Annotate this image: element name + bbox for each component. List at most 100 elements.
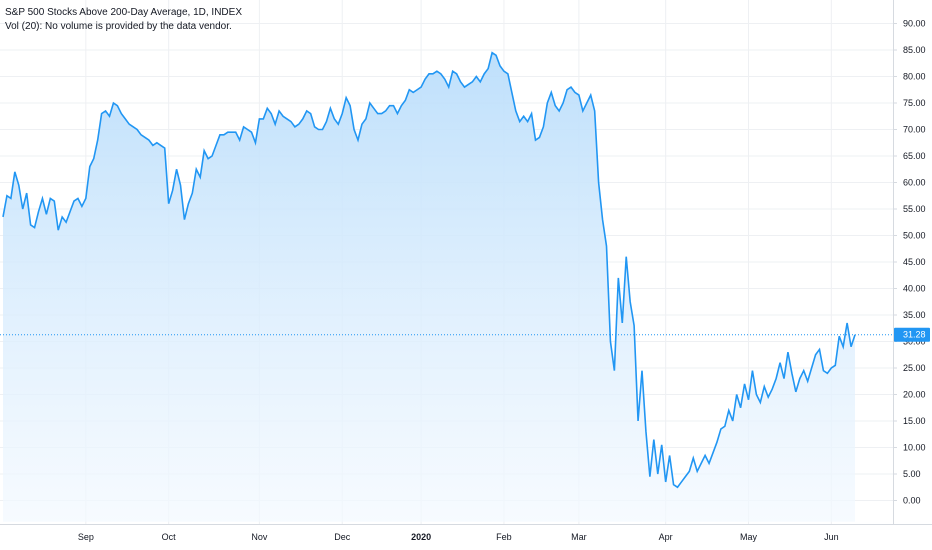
data-point <box>531 113 533 115</box>
data-point <box>515 110 517 112</box>
data-point <box>211 155 213 157</box>
y-tick-label: 10.00 <box>903 443 926 453</box>
data-point <box>322 129 324 131</box>
data-point <box>53 200 55 202</box>
data-point <box>235 131 237 133</box>
data-point <box>294 126 296 128</box>
data-point <box>641 370 643 372</box>
data-point <box>803 370 805 372</box>
data-point <box>353 129 355 131</box>
data-point <box>503 70 505 72</box>
data-point <box>120 113 122 115</box>
data-point <box>495 54 497 56</box>
data-point <box>109 115 111 117</box>
data-point <box>270 113 272 115</box>
data-point <box>594 110 596 112</box>
x-tick-label: Oct <box>162 532 177 542</box>
data-point <box>838 335 840 337</box>
data-point <box>172 189 174 191</box>
data-point <box>783 378 785 380</box>
time-axis[interactable]: Sep Oct Nov Dec 2020 Feb Mar Apr May Jun <box>78 532 839 542</box>
data-point <box>408 89 410 91</box>
x-tick-label: Feb <box>496 532 512 542</box>
data-point <box>6 195 8 197</box>
data-point <box>708 462 710 464</box>
data-point <box>692 457 694 459</box>
data-point <box>101 113 103 115</box>
data-point <box>736 394 738 396</box>
data-point <box>617 277 619 279</box>
data-point <box>815 354 817 356</box>
data-point <box>14 171 16 173</box>
y-tick-label: 50.00 <box>903 231 926 241</box>
data-point <box>302 118 304 120</box>
data-point <box>467 83 469 85</box>
data-point <box>759 401 761 403</box>
data-point <box>613 370 615 372</box>
data-point <box>826 372 828 374</box>
data-point <box>436 70 438 72</box>
y-tick-label: 70.00 <box>903 125 926 135</box>
data-point <box>132 126 134 128</box>
data-point <box>830 367 832 369</box>
data-point <box>842 346 844 348</box>
data-point <box>400 105 402 107</box>
data-point <box>247 129 249 131</box>
data-point <box>491 52 493 54</box>
data-point <box>191 192 193 194</box>
data-point <box>164 147 166 149</box>
price-axis[interactable]: 0.005.0010.0015.0020.0025.0030.0035.0040… <box>893 19 926 506</box>
data-point <box>26 192 28 194</box>
data-point <box>661 444 663 446</box>
data-point <box>116 105 118 107</box>
data-point <box>136 129 138 131</box>
data-point <box>464 86 466 88</box>
last-price-label: 31.28 <box>903 330 926 340</box>
data-point <box>89 166 91 168</box>
data-point <box>49 197 51 199</box>
data-point <box>669 454 671 456</box>
data-point <box>767 396 769 398</box>
area-fill <box>3 52 855 522</box>
data-point <box>598 182 600 184</box>
y-tick-label: 90.00 <box>903 19 926 29</box>
data-point <box>345 97 347 99</box>
data-point <box>195 168 197 170</box>
data-point <box>440 73 442 75</box>
data-point <box>41 197 43 199</box>
x-tick-label: May <box>740 532 758 542</box>
data-point <box>428 73 430 75</box>
data-point <box>69 211 71 213</box>
data-point <box>748 399 750 401</box>
data-point <box>22 208 24 210</box>
data-point <box>274 123 276 125</box>
data-point <box>199 176 201 178</box>
data-point <box>673 484 675 486</box>
data-point <box>187 203 189 205</box>
data-point <box>621 322 623 324</box>
data-point <box>720 428 722 430</box>
data-point <box>562 102 564 104</box>
data-point <box>775 378 777 380</box>
data-point <box>215 144 217 146</box>
data-point <box>609 341 611 343</box>
data-point <box>787 351 789 353</box>
data-point <box>34 227 36 229</box>
data-point <box>369 102 371 104</box>
x-tick-label: 2020 <box>411 532 431 542</box>
y-tick-label: 80.00 <box>903 72 926 82</box>
data-point <box>444 78 446 80</box>
data-point <box>519 121 521 123</box>
data-point <box>361 123 363 125</box>
data-point <box>180 184 182 186</box>
data-point <box>231 131 233 133</box>
y-tick-label: 40.00 <box>903 284 926 294</box>
y-tick-label: 75.00 <box>903 98 926 108</box>
data-point <box>487 68 489 70</box>
data-point <box>412 91 414 93</box>
data-point <box>523 115 525 117</box>
data-point <box>65 221 67 223</box>
data-point <box>546 102 548 104</box>
